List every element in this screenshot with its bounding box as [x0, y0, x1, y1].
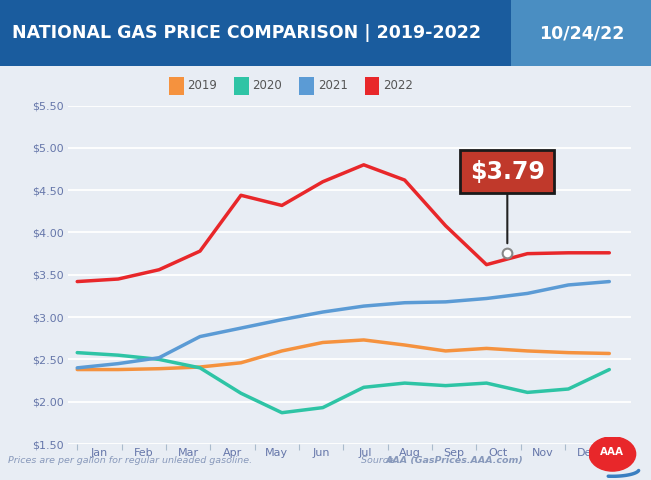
Text: 2021: 2021 — [318, 79, 348, 93]
Text: NATIONAL GAS PRICE COMPARISON | 2019-2022: NATIONAL GAS PRICE COMPARISON | 2019-202… — [12, 24, 480, 42]
Text: 2020: 2020 — [253, 79, 283, 93]
Bar — [511, 0, 651, 66]
Text: 10/24/22: 10/24/22 — [538, 24, 624, 42]
Text: AAA: AAA — [600, 447, 624, 457]
Bar — [169, 77, 184, 95]
Bar — [365, 77, 379, 95]
Circle shape — [589, 437, 635, 471]
Bar — [299, 77, 314, 95]
Text: AAA (GasPrices.AAA.com): AAA (GasPrices.AAA.com) — [385, 456, 523, 465]
Text: Prices are per gallon for regular unleaded gasoline.: Prices are per gallon for regular unlead… — [8, 456, 252, 465]
Bar — [234, 77, 249, 95]
Text: 2019: 2019 — [187, 79, 217, 93]
Text: Source:: Source: — [361, 456, 400, 465]
Bar — [0, 0, 511, 66]
Text: $3.79: $3.79 — [470, 159, 545, 183]
Text: 2022: 2022 — [383, 79, 413, 93]
